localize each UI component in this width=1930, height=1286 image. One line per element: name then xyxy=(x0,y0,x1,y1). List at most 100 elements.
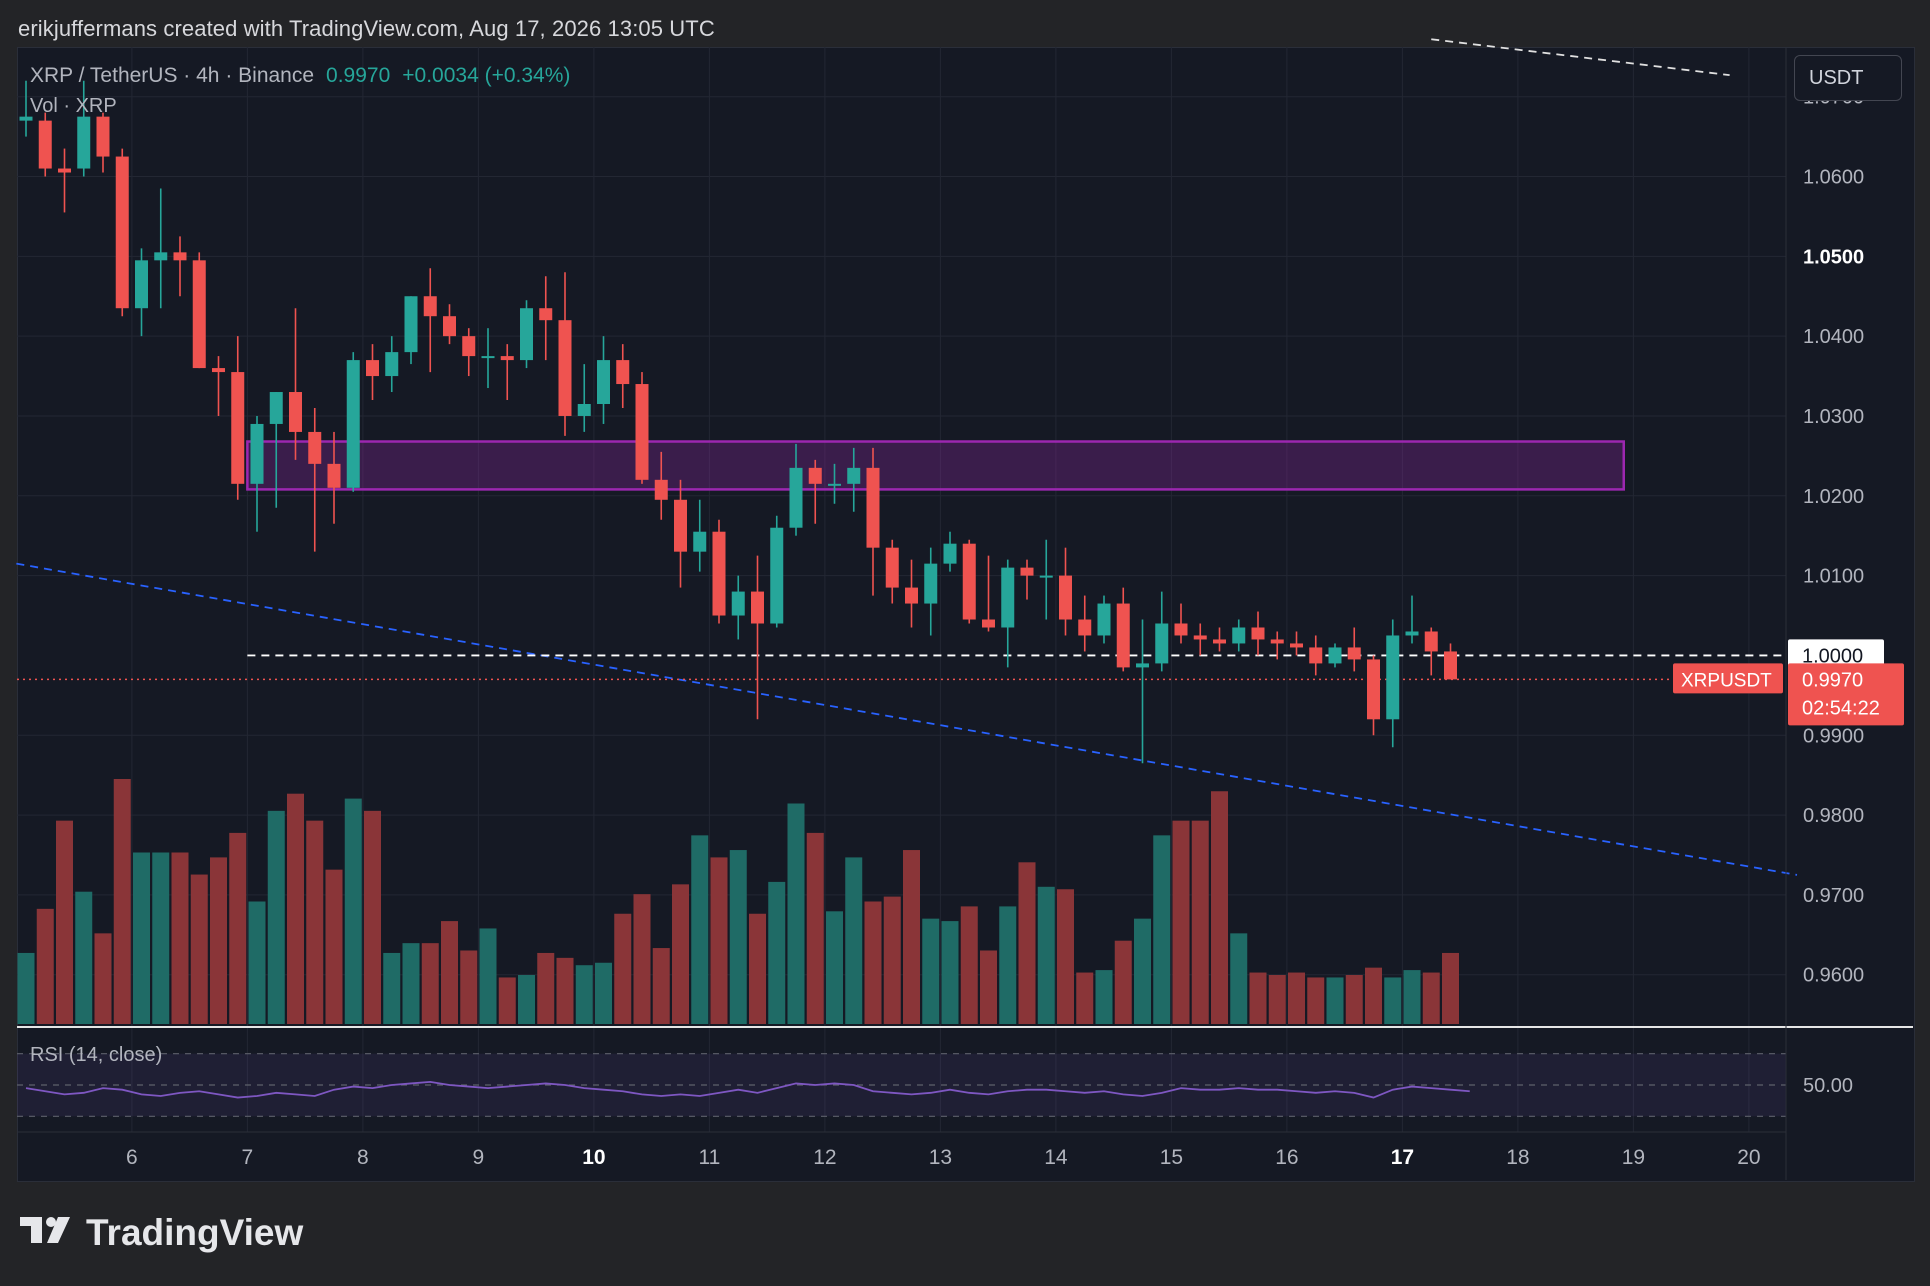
candle[interactable] xyxy=(1251,627,1265,640)
rsi-legend[interactable]: RSI (14, close) xyxy=(30,1044,163,1066)
candle[interactable] xyxy=(751,591,764,624)
candle[interactable] xyxy=(712,531,726,616)
candle[interactable] xyxy=(462,336,476,357)
candle[interactable] xyxy=(1347,647,1361,660)
volume-bar xyxy=(133,852,150,1024)
volume-bar xyxy=(383,952,401,1024)
upper-trendline[interactable] xyxy=(1431,38,1730,77)
candle[interactable] xyxy=(1424,631,1438,652)
candle[interactable] xyxy=(597,360,610,404)
candle[interactable] xyxy=(693,531,707,552)
candle[interactable] xyxy=(577,403,591,416)
candle[interactable] xyxy=(1309,647,1323,664)
candle[interactable] xyxy=(1213,639,1226,644)
candle[interactable] xyxy=(635,384,649,480)
candle[interactable] xyxy=(905,587,918,604)
candle[interactable] xyxy=(674,499,687,552)
candle[interactable] xyxy=(1097,603,1111,636)
currency-button[interactable]: USDT xyxy=(1794,55,1902,101)
symbol-tag xyxy=(1673,663,1783,694)
candle[interactable] xyxy=(385,352,399,377)
candle[interactable] xyxy=(423,296,437,317)
candle[interactable] xyxy=(212,368,225,373)
tradingview-logo: TradingView xyxy=(20,1212,303,1254)
time-axis-label: 12 xyxy=(813,1146,836,1169)
rsi-axis-label: 50.00 xyxy=(1803,1075,1853,1097)
candle[interactable] xyxy=(173,252,187,261)
candle[interactable] xyxy=(789,467,803,528)
candle[interactable] xyxy=(962,543,976,620)
candle[interactable] xyxy=(943,543,957,564)
candle[interactable] xyxy=(1039,575,1053,578)
candle[interactable] xyxy=(500,356,514,361)
candle[interactable] xyxy=(770,527,784,624)
candle[interactable] xyxy=(192,260,206,369)
candle[interactable] xyxy=(77,116,91,169)
candle[interactable] xyxy=(1290,643,1303,648)
volume-bar xyxy=(903,850,920,1024)
volume-bar xyxy=(1076,972,1094,1024)
candle[interactable] xyxy=(308,431,322,464)
volume-legend[interactable]: Vol · XRP xyxy=(30,95,117,117)
candle[interactable] xyxy=(289,392,302,432)
candle[interactable] xyxy=(1059,575,1072,620)
candle[interactable] xyxy=(404,296,418,353)
volume-bar xyxy=(672,884,689,1024)
candle[interactable] xyxy=(539,308,553,321)
candle[interactable] xyxy=(1155,623,1169,664)
volume-bar xyxy=(325,869,343,1024)
candle[interactable] xyxy=(327,463,341,488)
candle[interactable] xyxy=(1078,619,1092,636)
candle[interactable] xyxy=(924,563,938,604)
candle[interactable] xyxy=(96,116,110,157)
candle[interactable] xyxy=(616,360,630,385)
candle[interactable] xyxy=(269,392,283,424)
candle[interactable] xyxy=(443,316,456,337)
candle[interactable] xyxy=(346,360,360,488)
symbol-description[interactable]: XRP / TetherUS · 4h · Binance xyxy=(30,64,315,87)
candle[interactable] xyxy=(38,120,52,169)
candle[interactable] xyxy=(1386,635,1400,720)
candle[interactable] xyxy=(520,308,533,361)
candle[interactable] xyxy=(115,156,129,309)
candle[interactable] xyxy=(1136,663,1149,668)
descending-trendline[interactable] xyxy=(16,562,1798,876)
candle[interactable] xyxy=(982,619,995,628)
candle[interactable] xyxy=(1174,623,1188,636)
candle[interactable] xyxy=(154,252,168,261)
candle[interactable] xyxy=(828,483,841,486)
candle[interactable] xyxy=(58,168,71,173)
candle[interactable] xyxy=(1444,651,1457,680)
candle[interactable] xyxy=(1116,603,1130,668)
candle[interactable] xyxy=(808,467,822,484)
candle[interactable] xyxy=(1405,631,1419,636)
candle[interactable] xyxy=(231,372,245,484)
candle[interactable] xyxy=(866,467,880,548)
volume-bar xyxy=(537,952,555,1024)
candle[interactable] xyxy=(1193,635,1207,640)
resistance-zone[interactable] xyxy=(246,440,1625,491)
candle[interactable] xyxy=(885,547,899,588)
candle[interactable] xyxy=(558,320,572,416)
candle[interactable] xyxy=(1001,567,1015,628)
candle[interactable] xyxy=(731,591,745,616)
candle[interactable] xyxy=(19,116,33,121)
volume-bar xyxy=(806,832,824,1024)
candle[interactable] xyxy=(1270,639,1284,644)
candle[interactable] xyxy=(481,356,495,359)
candle[interactable] xyxy=(654,479,668,500)
candle[interactable] xyxy=(135,260,148,309)
symbol-legend[interactable]: XRP / TetherUS · 4h · Binance 0.9970 +0.… xyxy=(30,64,570,88)
candle[interactable] xyxy=(1367,659,1380,720)
volume-bar xyxy=(575,965,593,1024)
candle[interactable] xyxy=(1232,627,1246,644)
candle[interactable] xyxy=(847,467,861,484)
candle[interactable] xyxy=(1328,647,1342,664)
volume-bar xyxy=(1365,967,1382,1024)
candle[interactable] xyxy=(366,360,379,377)
candle[interactable] xyxy=(1020,567,1034,576)
candle[interactable] xyxy=(250,423,264,484)
rsi-line[interactable] xyxy=(25,1080,1470,1099)
volume-bar xyxy=(1345,975,1363,1024)
